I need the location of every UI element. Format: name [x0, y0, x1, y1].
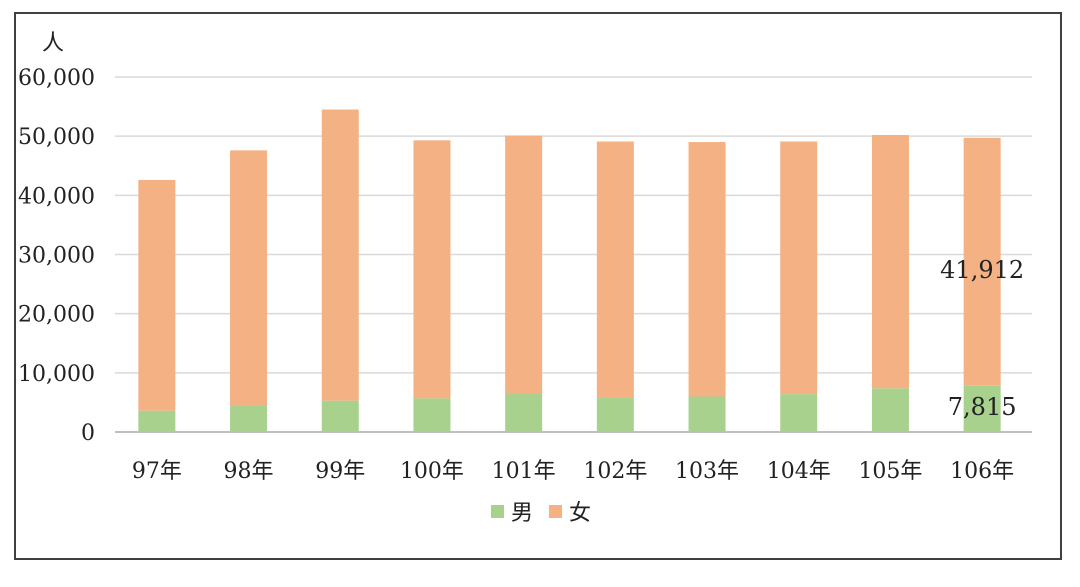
legend: 男女 — [491, 501, 591, 526]
bar-segment-female — [413, 140, 451, 399]
x-tick-label: 103年 — [675, 459, 739, 484]
data-labels: 41,912 7,815 — [940, 256, 1024, 421]
bar-segment-female — [688, 142, 726, 397]
bar-segment-male — [505, 393, 543, 432]
x-tick-label: 99年 — [315, 459, 365, 484]
y-tick-label: 30,000 — [18, 244, 95, 269]
bar-segment-female — [138, 179, 176, 411]
bar-segment-male — [596, 397, 634, 432]
x-tick-label: 104年 — [767, 459, 831, 484]
bar-segment-male — [780, 394, 818, 432]
y-tick-label: 50,000 — [18, 125, 95, 150]
bar-segment-female — [505, 135, 543, 394]
x-tick-label: 98年 — [224, 459, 274, 484]
y-tick-label: 0 — [81, 421, 95, 446]
bar-segment-female — [596, 141, 634, 398]
x-tick-label: 102年 — [583, 459, 647, 484]
bar-segment-female — [780, 141, 818, 395]
x-tick-label: 97年 — [132, 459, 182, 484]
bars — [138, 109, 1001, 432]
bar-segment-female — [963, 137, 1001, 386]
bar-segment-male — [871, 388, 909, 432]
x-tick-label: 105年 — [858, 459, 922, 484]
legend-label: 女 — [569, 501, 591, 526]
data-label: 41,912 — [940, 256, 1024, 284]
x-tick-label: 100年 — [400, 459, 464, 484]
y-axis-ticks: 0 10,000 20,000 30,000 40,000 50,000 60,000 — [18, 66, 95, 446]
y-tick-label: 20,000 — [18, 303, 95, 328]
data-label: 7,815 — [948, 393, 1017, 421]
bar-segment-female — [230, 150, 268, 406]
bar-segment-male — [230, 405, 268, 432]
bar-segment-female — [871, 134, 909, 389]
legend-swatch — [491, 505, 504, 518]
x-axis-ticks: 97年 98年 99年 100年 101年 102年 103年 104年 105年 106年 — [132, 459, 1014, 484]
y-tick-label: 40,000 — [18, 184, 95, 209]
bar-segment-male — [963, 385, 1001, 432]
y-axis-unit-label: 人 — [42, 31, 64, 56]
legend-swatch — [549, 505, 562, 518]
bar-segment-male — [688, 396, 726, 432]
bar-segment-female — [321, 109, 359, 401]
x-tick-label: 101年 — [492, 459, 556, 484]
bar-segment-male — [413, 398, 451, 432]
bar-segment-male — [138, 410, 176, 432]
y-tick-label: 60,000 — [18, 66, 95, 91]
legend-label: 男 — [511, 501, 533, 526]
x-tick-label: 106年 — [950, 459, 1014, 484]
bar-segment-male — [321, 400, 359, 432]
y-tick-label: 10,000 — [18, 362, 95, 387]
